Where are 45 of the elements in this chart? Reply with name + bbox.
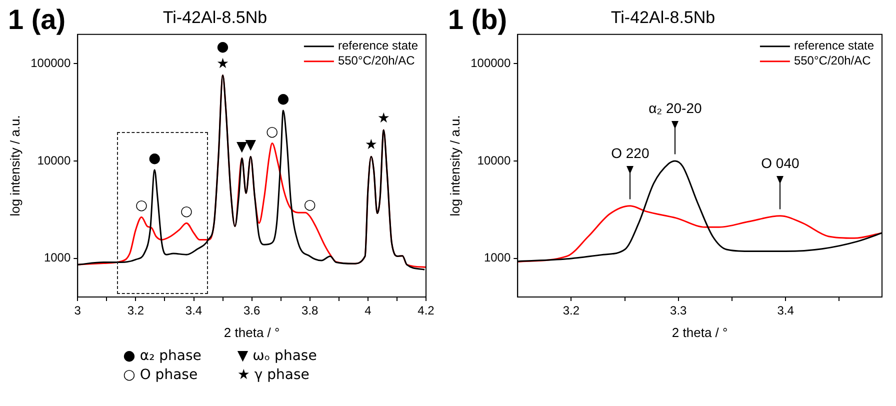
y-tick-label: 100000 (470, 56, 511, 70)
x-tick-label: 3.4 (185, 304, 202, 318)
legend-label: reference state (338, 38, 418, 53)
annotation: O 220 (611, 144, 650, 161)
y-tick-label: 1000 (484, 250, 511, 265)
y-axis-title: log intensity / a.u. (7, 115, 22, 216)
x-tick-label: 3 (74, 304, 82, 318)
x-tick-label: 3.3 (670, 304, 688, 318)
y-tick-label: 100000 (30, 56, 71, 70)
annotation: ● (216, 38, 229, 55)
x-tick-label: 3.4 (777, 304, 794, 318)
annotation: ○ (135, 198, 148, 214)
annotation: ● (277, 91, 290, 108)
x-axis-title: 2 theta / ° (224, 324, 280, 340)
y-axis-title: log intensity / a.u. (447, 115, 462, 216)
text: ★ γ phase (237, 366, 310, 385)
text: 1 (b) (448, 4, 508, 36)
chart-title: Ti-42Al-8.5Nb (162, 8, 268, 27)
chart-title: Ti-42Al-8.5Nb (610, 8, 716, 27)
annotation: O 040 (761, 154, 800, 171)
x-tick-label: 4.2 (418, 304, 435, 318)
legend-label: reference state (794, 38, 874, 53)
legend-label: 550°C/20h/AC (338, 54, 416, 68)
annotation: ● (148, 150, 161, 167)
y-tick-label: 10000 (37, 153, 71, 168)
annotation: ★ (216, 56, 230, 72)
text: 1 (a) (8, 4, 66, 36)
text: ▼ ωₒ phase (237, 347, 317, 366)
x-tick-label: 3.6 (243, 304, 260, 318)
x-tick-label: 3.8 (302, 304, 319, 318)
text: ● α₂ phase (123, 347, 202, 366)
annotation: α₂ 20-20 (648, 100, 702, 116)
text: ○ O phase (123, 366, 199, 385)
y-tick-label: 10000 (477, 153, 511, 168)
x-tick-label: 3.2 (562, 304, 580, 318)
annotation: ○ (266, 124, 278, 140)
x-tick-label: 4 (364, 304, 372, 318)
annotation: ★ (377, 110, 390, 127)
legend-label: 550°C/20h/AC (794, 54, 872, 68)
y-tick-label: 1000 (44, 250, 71, 265)
annotation: ★ (364, 137, 378, 154)
annotation: ○ (304, 196, 316, 213)
annotation: ○ (180, 204, 193, 220)
x-tick-label: 3.2 (127, 304, 144, 318)
x-axis-title: 2 theta / ° (672, 324, 728, 340)
